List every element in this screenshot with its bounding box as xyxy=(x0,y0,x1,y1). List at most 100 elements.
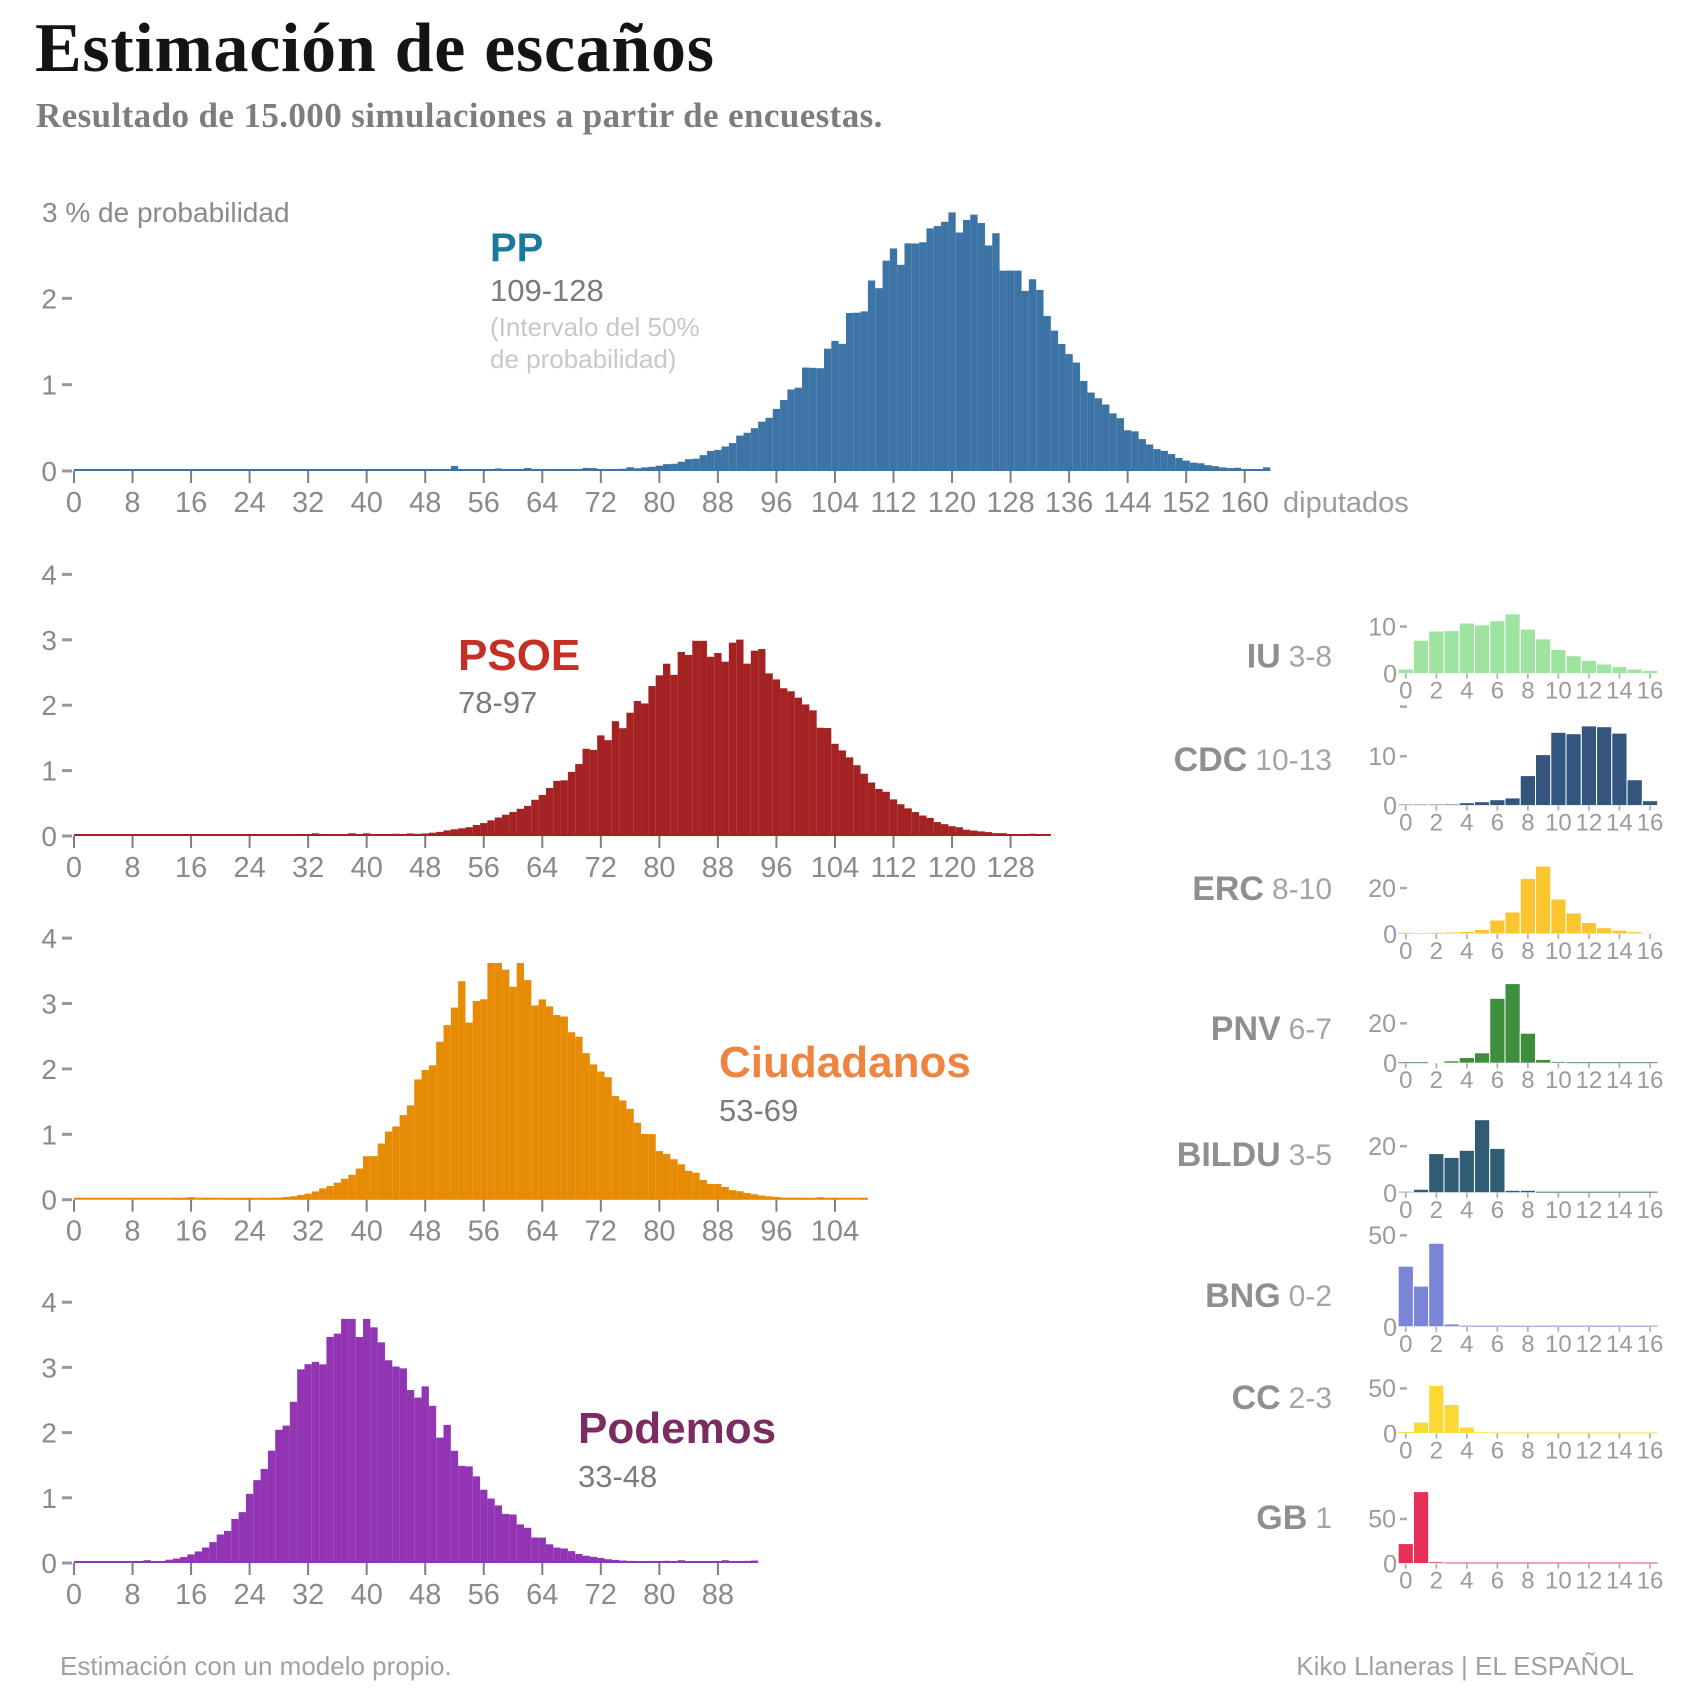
svg-text:16: 16 xyxy=(1637,1438,1664,1465)
svg-text:0: 0 xyxy=(1383,1314,1397,1342)
svg-text:109-128: 109-128 xyxy=(490,273,604,308)
svg-text:0: 0 xyxy=(1399,938,1412,965)
svg-text:10: 10 xyxy=(1545,1438,1572,1465)
svg-text:4: 4 xyxy=(1460,1438,1473,1465)
svg-text:12: 12 xyxy=(1576,810,1603,837)
svg-text:0: 0 xyxy=(1383,793,1397,821)
svg-text:14: 14 xyxy=(1606,810,1633,837)
svg-text:72: 72 xyxy=(585,1579,617,1611)
svg-text:2: 2 xyxy=(1430,678,1443,705)
svg-text:10: 10 xyxy=(1545,1197,1572,1224)
svg-text:3-5: 3-5 xyxy=(1289,1139,1332,1172)
svg-text:80: 80 xyxy=(643,487,675,519)
svg-text:3: 3 xyxy=(41,625,57,656)
svg-text:16: 16 xyxy=(1637,1067,1664,1094)
svg-text:0: 0 xyxy=(66,852,82,884)
svg-text:de probabilidad): de probabilidad) xyxy=(490,344,676,374)
svg-text:80: 80 xyxy=(643,1216,675,1248)
svg-text:4: 4 xyxy=(1460,1568,1473,1595)
svg-text:PSOE: PSOE xyxy=(458,631,580,680)
svg-text:12: 12 xyxy=(1576,938,1603,965)
svg-text:24: 24 xyxy=(233,852,265,884)
svg-text:0: 0 xyxy=(1399,678,1412,705)
svg-text:8: 8 xyxy=(1521,810,1534,837)
svg-text:104: 104 xyxy=(811,852,859,884)
svg-text:4: 4 xyxy=(41,1287,57,1318)
svg-text:56: 56 xyxy=(468,852,500,884)
svg-text:88: 88 xyxy=(702,1579,734,1611)
svg-text:24: 24 xyxy=(233,1579,265,1611)
svg-text:40: 40 xyxy=(351,852,383,884)
svg-text:diputados: diputados xyxy=(1283,487,1409,519)
svg-text:64: 64 xyxy=(526,1579,558,1611)
svg-text:112: 112 xyxy=(870,487,916,519)
svg-text:BILDU: BILDU xyxy=(1177,1136,1281,1174)
svg-text:104: 104 xyxy=(811,487,859,519)
svg-text:Estimación de escaños: Estimación de escaños xyxy=(35,10,715,87)
svg-text:12: 12 xyxy=(1576,678,1603,705)
svg-text:3: 3 xyxy=(41,1352,57,1383)
svg-text:IU: IU xyxy=(1247,638,1281,676)
svg-text:40: 40 xyxy=(351,487,383,519)
svg-text:16: 16 xyxy=(175,487,207,519)
svg-text:1: 1 xyxy=(41,1483,57,1514)
svg-text:10: 10 xyxy=(1368,613,1396,641)
svg-text:104: 104 xyxy=(811,1216,859,1248)
svg-text:14: 14 xyxy=(1606,1331,1633,1358)
svg-text:96: 96 xyxy=(760,852,792,884)
svg-text:ERC: ERC xyxy=(1192,870,1264,908)
svg-text:14: 14 xyxy=(1606,938,1633,965)
svg-text:0: 0 xyxy=(41,821,57,852)
svg-text:4: 4 xyxy=(1460,810,1473,837)
svg-text:Resultado de 15.000 simulacion: Resultado de 15.000 simulaciones a parti… xyxy=(36,96,883,135)
svg-text:152: 152 xyxy=(1162,487,1210,519)
svg-text:8: 8 xyxy=(124,1216,140,1248)
svg-text:88: 88 xyxy=(702,487,734,519)
svg-text:BNG: BNG xyxy=(1205,1277,1281,1315)
svg-text:0: 0 xyxy=(1383,1551,1397,1579)
svg-text:48: 48 xyxy=(409,852,441,884)
svg-text:24: 24 xyxy=(233,1216,265,1248)
svg-text:6: 6 xyxy=(1491,810,1504,837)
svg-text:Podemos: Podemos xyxy=(578,1404,776,1453)
svg-text:56: 56 xyxy=(468,487,500,519)
svg-text:2: 2 xyxy=(1430,1568,1443,1595)
svg-text:16: 16 xyxy=(1637,1568,1664,1595)
svg-text:2: 2 xyxy=(1430,938,1443,965)
svg-text:8: 8 xyxy=(1521,1197,1534,1224)
svg-text:160: 160 xyxy=(1221,487,1269,519)
svg-text:32: 32 xyxy=(292,1579,324,1611)
svg-text:0: 0 xyxy=(1383,1421,1397,1449)
svg-text:0: 0 xyxy=(1383,1180,1397,1208)
svg-text:0: 0 xyxy=(66,487,82,519)
svg-text:72: 72 xyxy=(585,852,617,884)
svg-text:0: 0 xyxy=(1383,661,1397,689)
svg-text:144: 144 xyxy=(1103,487,1151,519)
svg-text:10-13: 10-13 xyxy=(1255,744,1332,777)
svg-text:40: 40 xyxy=(351,1216,383,1248)
svg-text:4: 4 xyxy=(1460,1067,1473,1094)
svg-text:40: 40 xyxy=(351,1579,383,1611)
svg-text:20: 20 xyxy=(1368,1133,1396,1161)
svg-text:0: 0 xyxy=(41,1185,57,1216)
svg-text:4: 4 xyxy=(41,923,57,954)
svg-text:2: 2 xyxy=(41,1418,57,1449)
svg-text:Kiko Llaneras | EL ESPAÑOL: Kiko Llaneras | EL ESPAÑOL xyxy=(1296,1651,1634,1681)
svg-text:6: 6 xyxy=(1491,1331,1504,1358)
svg-text:2: 2 xyxy=(1430,1197,1443,1224)
svg-text:3: 3 xyxy=(41,989,57,1020)
svg-text:16: 16 xyxy=(1637,1197,1664,1224)
svg-text:64: 64 xyxy=(526,1216,558,1248)
svg-text:8-10: 8-10 xyxy=(1272,873,1332,906)
svg-text:6: 6 xyxy=(1491,1568,1504,1595)
svg-text:24: 24 xyxy=(233,487,265,519)
svg-text:2: 2 xyxy=(41,283,57,314)
svg-text:6: 6 xyxy=(1491,1067,1504,1094)
svg-text:6: 6 xyxy=(1491,938,1504,965)
svg-text:1: 1 xyxy=(41,370,57,401)
svg-text:16: 16 xyxy=(1637,1331,1664,1358)
svg-text:88: 88 xyxy=(702,852,734,884)
svg-text:8: 8 xyxy=(1521,1067,1534,1094)
svg-text:16: 16 xyxy=(1637,810,1664,837)
svg-text:80: 80 xyxy=(643,1579,675,1611)
